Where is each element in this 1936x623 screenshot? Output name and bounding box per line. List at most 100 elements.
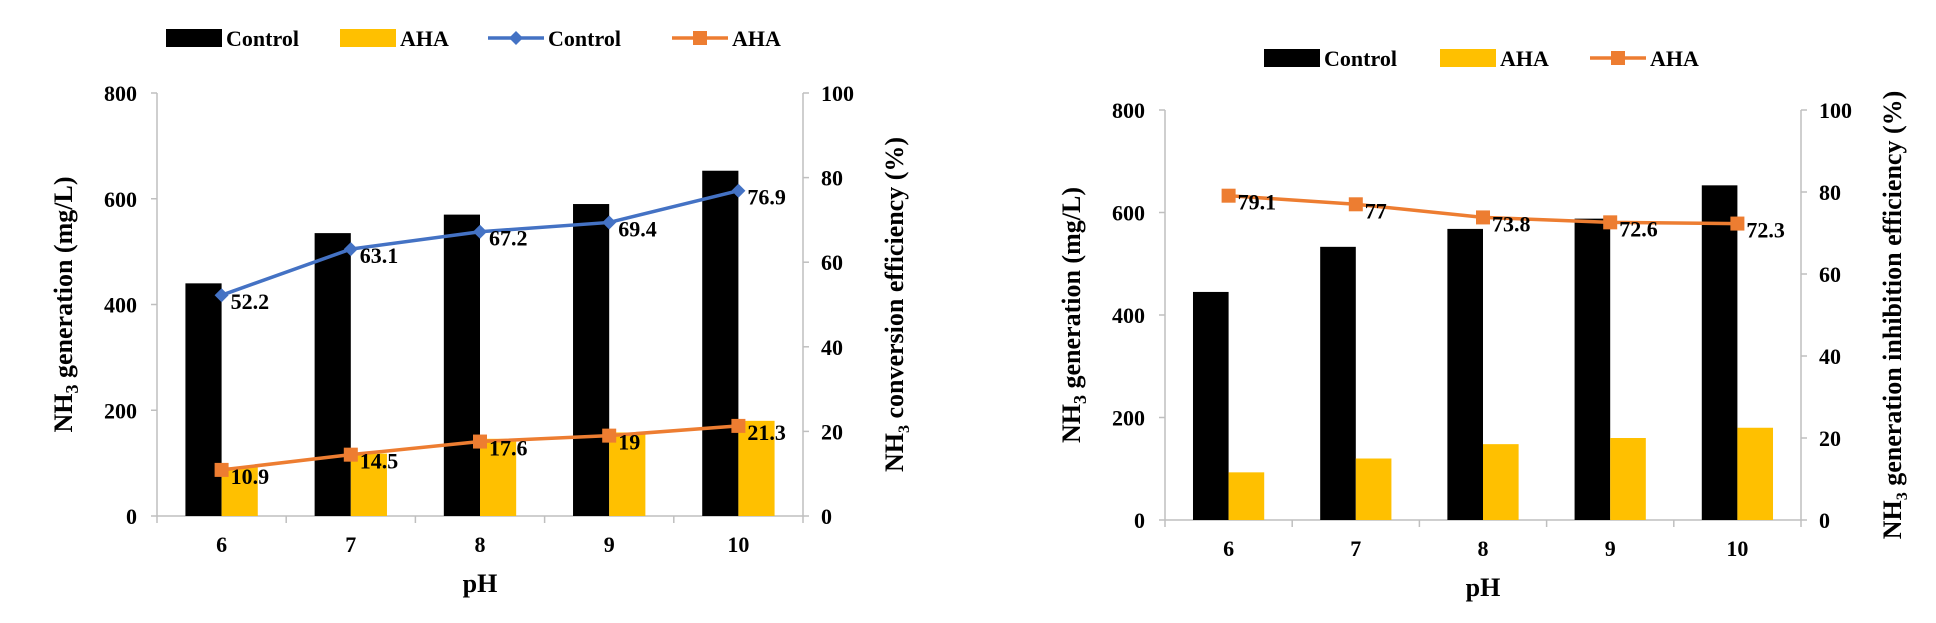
y-axis-title-main: NH [1057, 404, 1086, 443]
y2-tick-label: 20 [1819, 426, 1841, 451]
line-control [221, 189, 739, 297]
y-tick-label: 0 [1134, 508, 1145, 533]
point-aha [343, 447, 358, 462]
y2-axis-title-rest: generation inhibition efficiency (%) [1878, 91, 1907, 493]
legend-swatch [1264, 49, 1320, 67]
legend-label: AHA [400, 26, 449, 51]
y-axis-title-sub: 3 [1070, 395, 1090, 404]
legend-swatch [340, 29, 396, 47]
y2-axis-title-sub: 3 [896, 425, 913, 433]
y-axis-title-main: NH [49, 393, 78, 432]
x-tick-label: 7 [1350, 536, 1361, 561]
bar-aha [480, 438, 517, 516]
y-tick-label: 800 [104, 81, 137, 106]
data-label: 17.6 [489, 436, 528, 461]
legend-label: Control [1324, 46, 1397, 71]
point-aha [473, 434, 487, 449]
y2-tick-label: 0 [821, 504, 832, 529]
point-control [343, 242, 358, 257]
x-tick-label: 9 [1605, 536, 1616, 561]
point-aha [214, 462, 229, 477]
data-label: 72.6 [1619, 216, 1658, 241]
y2-tick-label: 60 [821, 250, 843, 275]
point-aha [1730, 216, 1745, 231]
point-aha [1476, 210, 1490, 225]
bar-control [1320, 246, 1356, 520]
x-axis-title: pH [1466, 573, 1501, 602]
legend-swatch [166, 29, 222, 47]
bar-aha [1610, 438, 1646, 520]
x-axis-title: pH [463, 569, 498, 598]
y-tick-label: 400 [1112, 303, 1145, 328]
x-tick-label: 6 [216, 532, 227, 557]
y-axis-title-rest: generation (mg/L) [1057, 187, 1086, 395]
y2-tick-label: 0 [1819, 508, 1830, 533]
data-label: 52.2 [231, 289, 270, 314]
bar-control [1574, 218, 1611, 520]
data-label: 10.9 [231, 464, 270, 489]
data-label: 79.1 [1238, 190, 1277, 215]
bar-control [573, 204, 610, 516]
y-tick-label: 800 [1112, 98, 1145, 123]
bar-aha [738, 420, 775, 516]
bar-control [1447, 228, 1483, 520]
y2-axis-title-main: NH [880, 433, 909, 472]
legend-label: AHA [1650, 46, 1699, 71]
y2-tick-label: 80 [1819, 180, 1841, 205]
point-aha [1221, 188, 1236, 203]
y-tick-label: 200 [1112, 406, 1145, 431]
y2-axis-title: NH3 generation inhibition efficiency (%) [1878, 91, 1911, 540]
x-tick-label: 7 [345, 532, 356, 557]
x-tick-label: 10 [727, 532, 749, 557]
y-axis-title-sub: 3 [62, 384, 82, 393]
y-axis-title: NH3 generation (mg/L) [1057, 187, 1090, 443]
data-label: 21.3 [747, 420, 786, 445]
point-aha [1603, 215, 1618, 230]
legend-marker [1611, 51, 1625, 65]
legend-marker [509, 31, 523, 45]
y2-axis-title-sub: 3 [1894, 492, 1911, 500]
y-tick-label: 600 [104, 187, 137, 212]
data-label: 19 [618, 430, 640, 455]
point-control [731, 183, 746, 198]
x-tick-label: 10 [1726, 536, 1748, 561]
y-axis-title: NH3 generation (mg/L) [49, 177, 82, 433]
bar-control [185, 283, 222, 516]
legend-label: Control [548, 26, 621, 51]
point-control [473, 224, 487, 239]
data-label: 73.8 [1492, 211, 1531, 236]
legend-label: AHA [732, 26, 781, 51]
data-label: 67.2 [489, 226, 528, 251]
data-label: 76.9 [747, 185, 786, 210]
chart-left: 0 200 400 600 800 0 20 40 60 80 100 6 7 8 9 10 pH NH3 gen… [0, 0, 968, 618]
data-label: 63.1 [360, 243, 399, 268]
y2-tick-label: 20 [821, 419, 843, 444]
y-tick-label: 400 [104, 293, 137, 318]
y2-tick-label: 100 [821, 81, 854, 106]
y2-tick-label: 60 [1819, 262, 1841, 287]
point-control [214, 288, 229, 303]
bar-aha [1355, 458, 1392, 520]
data-label: 69.4 [618, 216, 657, 241]
legend-label: Control [226, 26, 299, 51]
x-tick-label: 8 [475, 532, 486, 557]
y2-axis-title-main: NH [1878, 500, 1907, 539]
legend-marker [693, 31, 707, 45]
y2-tick-label: 100 [1819, 98, 1852, 123]
bar-control [702, 170, 739, 516]
bar-control [1701, 185, 1738, 520]
point-aha [602, 428, 617, 443]
bar-control [1192, 291, 1229, 520]
y2-tick-label: 40 [1819, 344, 1841, 369]
legend-swatch [1440, 49, 1496, 67]
data-label: 14.5 [360, 449, 399, 474]
bar-aha [1737, 427, 1774, 520]
data-label: 77 [1365, 198, 1387, 223]
y-tick-label: 600 [1112, 201, 1145, 226]
data-label: 72.3 [1746, 218, 1785, 243]
bar-control [314, 233, 351, 516]
point-aha [731, 418, 746, 433]
y2-tick-label: 80 [821, 166, 843, 191]
